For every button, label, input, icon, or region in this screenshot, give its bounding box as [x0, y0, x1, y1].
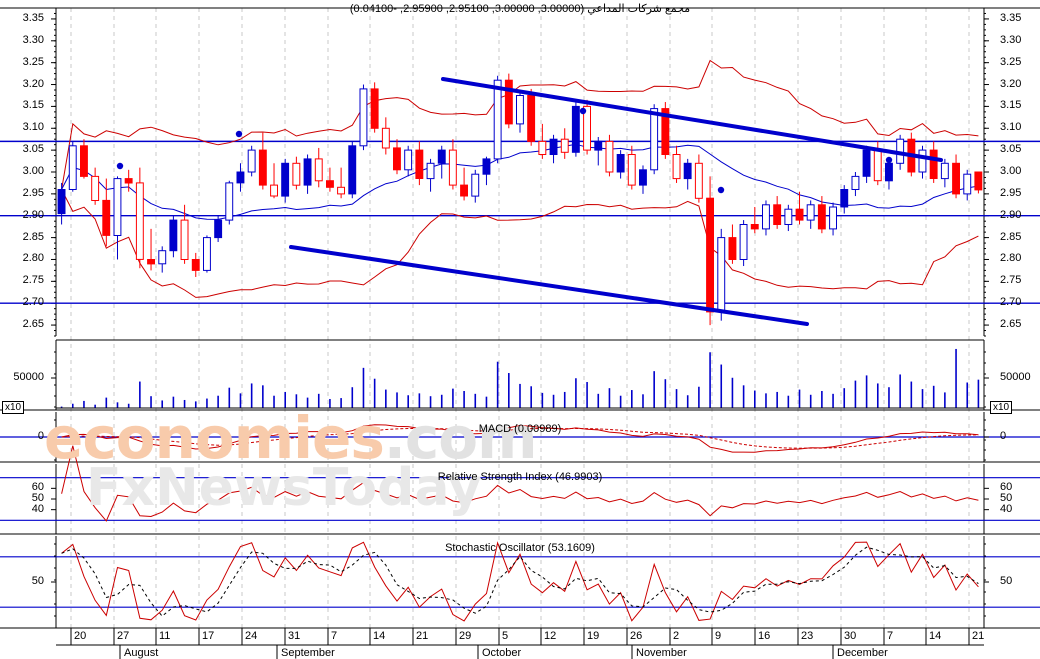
price-tick-right-3.3: 3.30: [1000, 33, 1022, 46]
price-tick-left-3: 3.00: [22, 165, 44, 177]
stoch-tick-left-50: 50: [31, 575, 44, 587]
price-tick-left-3.1: 3.10: [22, 121, 44, 134]
price-tick-right-3.15: 3.15: [1000, 99, 1022, 112]
price-tick-left-3.15: 3.15: [22, 99, 44, 112]
date-tick-14: 14: [929, 630, 942, 642]
price-tick-left-2.65: 2.65: [22, 318, 44, 331]
date-tick-24: 24: [245, 630, 258, 642]
month-label-november: November: [636, 647, 687, 659]
date-tick-17: 17: [202, 630, 215, 642]
stochastic-title: Stochastic Oscillator (53.1609): [445, 542, 595, 554]
price-tick-right-2.75: 2.75: [1000, 274, 1022, 287]
rsi-tick-left-40: 40: [31, 502, 44, 515]
chart-title: مجمع شركات المداعي (3.00000, 3.00000, 2.…: [349, 3, 691, 15]
price-tick-left-2.75: 2.75: [22, 274, 44, 287]
price-tick-right-3: 3.00: [1000, 165, 1022, 177]
price-tick-right-3.25: 3.25: [1000, 55, 1022, 68]
price-tick-right-2.65: 2.65: [1000, 318, 1022, 331]
stoch-tick-right-50: 50: [1000, 575, 1013, 587]
rsi-tick-right-50: 50: [1000, 492, 1013, 504]
rsi-tick-left-60: 60: [31, 481, 44, 494]
price-tick-right-2.7: 2.70: [1000, 296, 1022, 309]
price-tick-left-2.85: 2.85: [22, 230, 44, 243]
date-tick-23: 23: [801, 630, 814, 642]
date-tick-20: 20: [74, 630, 87, 642]
price-tick-right-2.9: 2.90: [1000, 208, 1022, 221]
price-tick-left-3.05: 3.05: [22, 143, 44, 156]
volume-tick-right: 50000: [1000, 371, 1031, 383]
price-tick-right-2.8: 2.80: [1000, 252, 1022, 265]
date-tick-11: 11: [159, 630, 171, 642]
price-tick-left-2.8: 2.80: [22, 252, 44, 265]
price-tick-left-2.95: 2.95: [22, 186, 44, 199]
price-tick-right-3.35: 3.35: [1000, 11, 1022, 24]
watermark-economies: economies.com: [44, 404, 538, 472]
date-tick-14: 14: [373, 630, 386, 642]
date-tick-7: 7: [887, 630, 894, 642]
volume-scale-label-left: x10: [2, 401, 25, 414]
rsi-tick-right-60: 60: [1000, 481, 1013, 494]
date-tick-5: 5: [502, 630, 509, 642]
price-tick-left-2.7: 2.70: [22, 296, 44, 309]
date-tick-21: 21: [972, 630, 985, 642]
watermark-fxnewstoday: FxNewsToday: [86, 458, 482, 518]
price-tick-left-3.25: 3.25: [22, 55, 44, 68]
month-label-october: October: [482, 647, 522, 659]
rsi-title: Relative Strength Index (46.9903): [437, 471, 603, 483]
date-tick-26: 26: [630, 630, 643, 642]
month-label-august: August: [124, 647, 159, 659]
date-tick-7: 7: [331, 630, 338, 642]
price-tick-left-3.35: 3.35: [22, 11, 44, 24]
macd-tick-left: 0: [37, 430, 44, 442]
date-tick-27: 27: [117, 630, 130, 642]
price-tick-right-2.95: 2.95: [1000, 186, 1022, 199]
price-tick-right-2.85: 2.85: [1000, 230, 1022, 243]
price-tick-left-3.3: 3.30: [22, 33, 44, 46]
month-label-september: September: [281, 647, 335, 659]
macd-tick-right: 0: [1000, 430, 1007, 442]
month-label-december: December: [837, 647, 888, 659]
date-tick-2: 2: [673, 630, 680, 642]
price-tick-right-3.1: 3.10: [1000, 121, 1022, 134]
date-tick-21: 21: [416, 630, 429, 642]
price-tick-left-2.9: 2.90: [22, 208, 44, 221]
date-tick-9: 9: [715, 630, 722, 642]
date-tick-31: 31: [288, 630, 301, 642]
volume-tick-left: 50000: [13, 371, 44, 383]
date-tick-16: 16: [758, 630, 771, 642]
volume-scale-label-right: x10: [990, 401, 1013, 414]
macd-title: MACD (0.00989): [478, 423, 562, 435]
price-tick-right-3.2: 3.20: [1000, 77, 1022, 90]
price-tick-right-3.05: 3.05: [1000, 143, 1022, 156]
date-tick-19: 19: [587, 630, 600, 642]
date-tick-29: 29: [459, 630, 472, 642]
rsi-tick-right-40: 40: [1000, 502, 1013, 515]
rsi-tick-left-50: 50: [31, 492, 44, 504]
date-tick-30: 30: [844, 630, 857, 642]
price-tick-left-3.2: 3.20: [22, 77, 44, 90]
date-tick-12: 12: [544, 630, 557, 642]
